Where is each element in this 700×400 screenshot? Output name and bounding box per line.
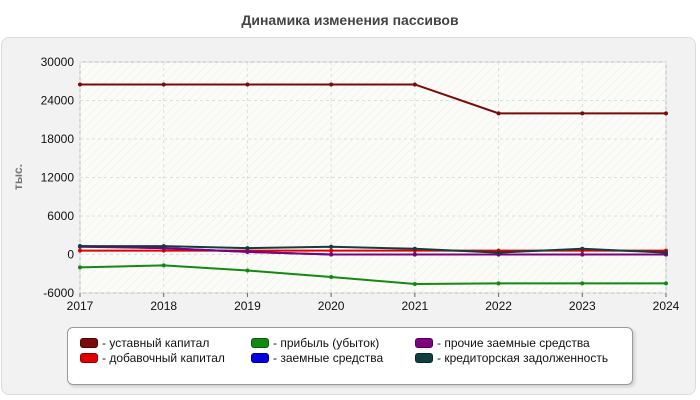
y-tick-label: 6000 [47,209,74,223]
legend-item: - прочие заемные средства [415,336,590,350]
legend-item: - прибыль (убыток) [251,336,379,350]
x-tick-label: 2019 [234,299,261,313]
data-point [245,246,250,251]
legend-label: - прочие заемные средства [437,336,590,350]
data-point [78,248,82,253]
data-point [664,111,668,116]
data-point [580,252,585,257]
data-point [329,252,334,257]
data-point [245,268,250,273]
legend-swatch [80,338,98,348]
data-point [78,82,82,87]
data-point [161,244,166,249]
legend-item: - кредиторская задолженность [415,351,608,365]
y-tick-label: -6000 [43,286,74,300]
data-point [329,248,334,253]
x-tick-label: 2017 [67,299,94,313]
data-point [329,274,334,279]
x-axis-ticks: 2017 2018 2019 2020 2021 2022 2023 2024 [67,293,680,313]
y-tick-label: 12000 [41,171,75,185]
series-line [79,245,666,256]
y-tick-label: 24000 [41,94,75,108]
legend-swatch [415,353,433,363]
legend-swatch [251,338,269,348]
data-point [161,263,166,268]
legend-label: - добавочный капитал [102,351,225,365]
y-axis-ticks: 30000 24000 18000 12000 6000 0 -6000 [41,55,75,300]
legend-item: - заемные средства [251,351,383,365]
y-axis-title: тыс. [11,164,25,190]
y-tick-label: 0 [67,248,74,262]
data-point [245,82,250,87]
legend-label: - кредиторская задолженность [437,351,609,365]
series-line [80,83,666,115]
legend-swatch [415,338,433,348]
data-point [412,246,417,251]
y-tick-label: 30000 [41,55,75,69]
data-point [78,244,82,249]
series-line [80,245,667,254]
series [78,82,668,287]
legend-item: - уставный капитал [80,336,209,350]
data-point [412,282,417,287]
data-point [412,82,417,87]
chart-title: Динамика изменения пассивов [241,12,459,28]
legend: - уставный капитал - добавочный капитал - … [67,327,633,385]
data-point [496,250,501,255]
series-line [79,264,666,286]
data-point [78,265,82,270]
legend-label: - прибыль (убыток) [273,336,380,350]
legend-label: - уставный капитал [102,336,210,350]
data-point [580,111,585,116]
data-point [664,281,668,286]
legend-swatch [251,353,269,363]
legend-item: - добавочный капитал [80,351,225,365]
data-point [329,82,334,87]
data-point [161,82,166,87]
data-point [580,246,585,251]
data-point [245,249,250,254]
data-point [329,244,334,249]
data-point [580,281,585,286]
y-tick-label: 18000 [41,132,75,146]
x-tick-label: 2020 [318,299,345,313]
data-point [412,252,417,257]
x-tick-label: 2023 [569,299,596,313]
data-point [496,111,501,116]
data-point [496,281,501,286]
x-tick-label: 2021 [402,299,429,313]
x-tick-label: 2024 [653,299,680,313]
data-point [664,250,668,255]
legend-label: - заемные средства [273,351,384,365]
x-tick-label: 2022 [485,299,512,313]
x-tick-label: 2018 [150,299,177,313]
legend-swatch [80,353,98,363]
